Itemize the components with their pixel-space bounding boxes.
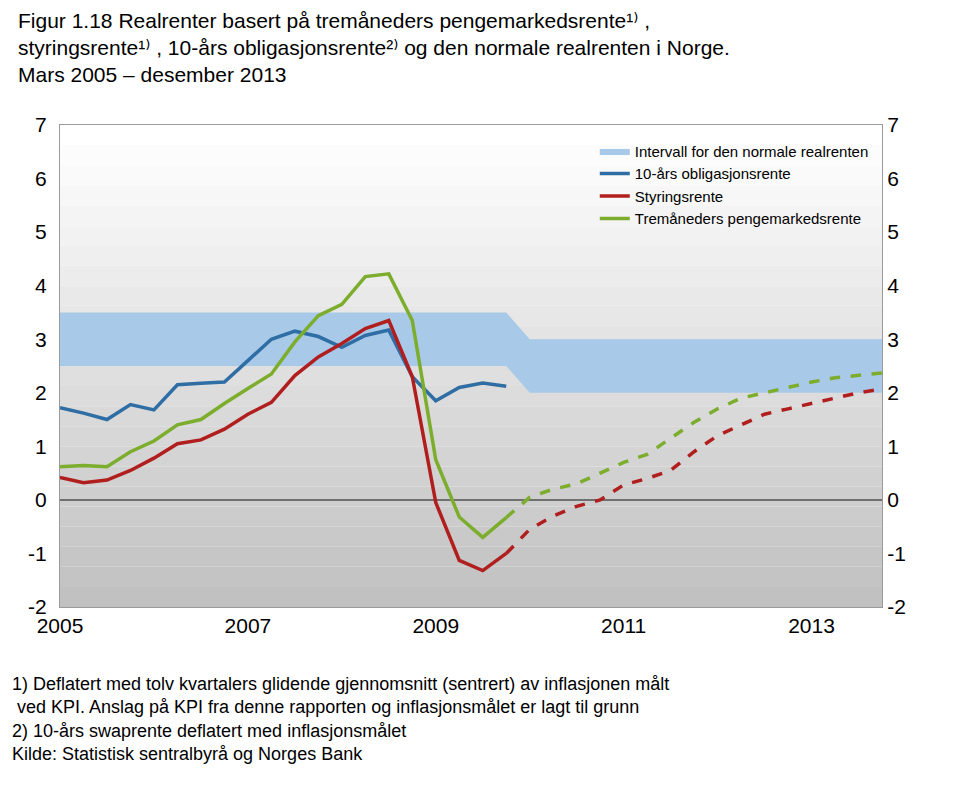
svg-text:2007: 2007: [225, 614, 272, 637]
svg-text:3: 3: [35, 328, 47, 351]
svg-text:Intervall for den normale real: Intervall for den normale realrenten: [635, 143, 868, 160]
svg-text:1: 1: [35, 435, 47, 458]
svg-text:4: 4: [887, 274, 899, 297]
svg-text:Figur 1.18 Realrenter basert p: Figur 1.18 Realrenter basert på tremåned…: [18, 9, 730, 87]
svg-text:1) Deflatert med tolv kvartale: 1) Deflatert med tolv kvartalers glidend…: [12, 674, 669, 764]
svg-text:-2: -2: [887, 595, 906, 618]
svg-text:1: 1: [887, 435, 899, 458]
svg-text:5: 5: [887, 220, 899, 243]
svg-text:0: 0: [887, 488, 899, 511]
svg-text:0: 0: [35, 488, 47, 511]
svg-text:7: 7: [35, 113, 47, 136]
svg-text:2005: 2005: [37, 614, 84, 637]
svg-text:10-års obligasjonsrente: 10-års obligasjonsrente: [635, 165, 791, 182]
svg-text:7: 7: [887, 113, 899, 136]
svg-text:3: 3: [887, 328, 899, 351]
svg-text:2: 2: [887, 381, 899, 404]
svg-text:4: 4: [35, 274, 47, 297]
svg-text:Tremåneders pengemarkedsrente: Tremåneders pengemarkedsrente: [635, 210, 861, 227]
svg-text:Styringsrente: Styringsrente: [635, 188, 723, 205]
svg-text:6: 6: [35, 167, 47, 190]
svg-text:6: 6: [887, 167, 899, 190]
svg-text:2: 2: [35, 381, 47, 404]
svg-text:2011: 2011: [601, 614, 646, 637]
svg-text:-1: -1: [28, 542, 47, 565]
svg-text:-1: -1: [887, 542, 906, 565]
svg-text:5: 5: [35, 220, 47, 243]
svg-text:2009: 2009: [412, 614, 459, 637]
svg-text:2013: 2013: [788, 614, 835, 637]
svg-text:-2: -2: [28, 595, 47, 618]
